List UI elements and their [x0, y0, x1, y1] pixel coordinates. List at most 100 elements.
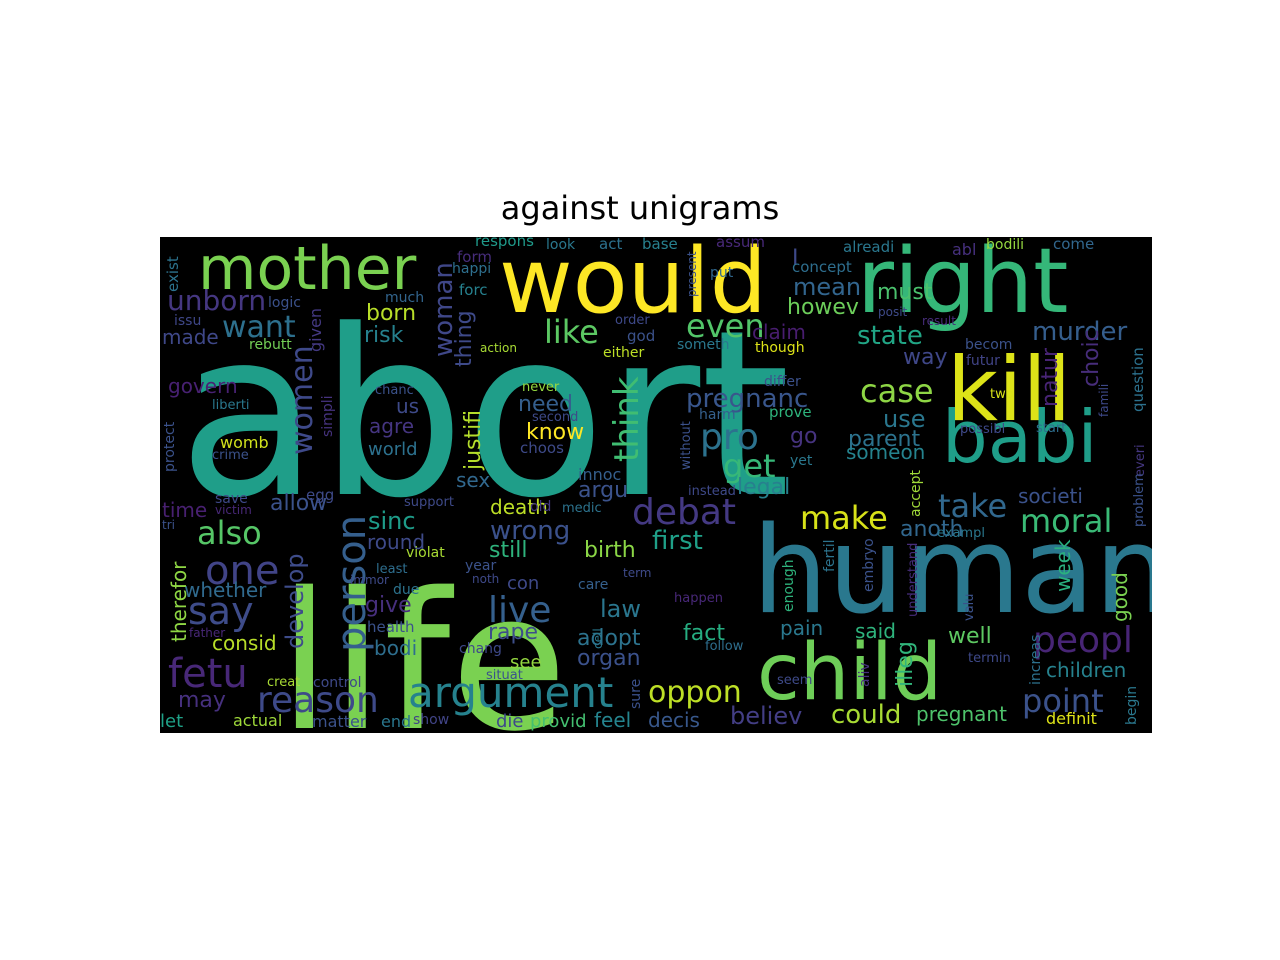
word-cloud: abortlife humanwould rightbabichildkillmot…: [160, 237, 1152, 733]
word-creat: creat: [267, 675, 300, 690]
word-given: given: [306, 308, 325, 352]
word-valu: valu: [962, 593, 977, 621]
word-societi: societi: [1018, 484, 1083, 508]
word-think: think: [607, 376, 647, 462]
word-second: second: [532, 410, 578, 425]
word-fertil: fertil: [822, 539, 838, 572]
word-peopl: peopl: [1033, 620, 1133, 661]
word-look: look: [546, 237, 576, 253]
word-someth: someth: [677, 337, 729, 353]
word-result: result: [922, 314, 956, 328]
word-begin: begin: [1124, 686, 1140, 725]
word-whether: whether: [184, 578, 267, 602]
word-develop: develop: [281, 553, 309, 649]
word-assum: assum: [716, 237, 765, 251]
word-well: well: [948, 624, 992, 649]
word-birth: birth: [584, 538, 636, 563]
word-crime: crime: [212, 448, 249, 463]
word-sex: sex: [456, 468, 490, 492]
word-problem: problem: [1132, 473, 1147, 527]
word-harm: harm: [699, 407, 736, 423]
word-forc: forc: [459, 281, 488, 299]
word-never: never: [522, 380, 560, 395]
word-present: present: [685, 251, 699, 297]
word-act: act: [599, 237, 622, 253]
word-victim: victim: [215, 503, 252, 517]
word-good: good: [1108, 572, 1132, 622]
word-accept: accept: [908, 470, 924, 517]
word-understand: understand: [906, 543, 921, 617]
word-exist: exist: [164, 256, 182, 292]
word-seem: seem: [777, 673, 812, 688]
word-concept: concept: [792, 258, 852, 276]
word-die: die: [496, 711, 524, 732]
word-protect: protect: [162, 421, 178, 472]
word-actual: actual: [233, 711, 282, 730]
word-term: term: [623, 566, 652, 580]
word-without: without: [679, 421, 694, 470]
word-support: support: [404, 495, 454, 510]
word-world: world: [368, 439, 418, 460]
word-possibl: possibl: [960, 422, 1005, 437]
word-make: make: [800, 499, 888, 537]
word-provid: provid: [530, 711, 587, 732]
word-prove: prove: [769, 403, 812, 421]
word-termin: termin: [968, 651, 1011, 666]
word-way: way: [903, 345, 948, 370]
word-instead: instead: [688, 484, 736, 499]
word-action: action: [480, 341, 517, 355]
word-care: care: [578, 577, 608, 593]
word-enough: enough: [781, 559, 797, 612]
word-legal: legal: [737, 475, 790, 500]
word-sure: sure: [628, 679, 644, 709]
word-medic: medic: [562, 501, 602, 516]
word-base: base: [642, 237, 678, 253]
word-father: father: [189, 626, 225, 640]
word-happi: happi: [452, 261, 491, 277]
word-must: must: [877, 280, 933, 305]
word-old: old: [530, 499, 551, 515]
word-could: could: [831, 700, 901, 730]
word-howev: howev: [787, 295, 859, 320]
word-due: due: [393, 582, 419, 598]
word-first: first: [652, 526, 703, 556]
word-abl: abl: [952, 240, 976, 259]
word-logic: logic: [268, 295, 301, 311]
word-organ: organ: [577, 646, 641, 671]
word-cell: cell: [591, 628, 605, 649]
word-follow: follow: [705, 639, 744, 654]
word-yet: yet: [790, 453, 813, 469]
word-innoc: innoc: [578, 465, 621, 484]
word-use: use: [883, 405, 925, 433]
word-illeg: illeg: [893, 641, 918, 687]
word-posit: posit: [878, 305, 908, 319]
word-much: much: [385, 290, 424, 306]
word-decis: decis: [648, 708, 700, 732]
word-differ: differ: [764, 374, 801, 390]
word-may: may: [178, 688, 226, 713]
word-definit: definit: [1046, 709, 1097, 728]
word-aliv: aliv: [857, 662, 873, 687]
word-agre: agre: [369, 414, 414, 438]
word-pain: pain: [780, 616, 823, 640]
word-therefor: therefor: [167, 561, 191, 642]
word-violat: violat: [406, 545, 445, 561]
word-risk: risk: [364, 323, 404, 348]
word-put: put: [710, 265, 734, 281]
word-someon: someon: [846, 440, 925, 464]
word-chang: chang: [459, 641, 502, 657]
word-chanc: chanc: [375, 383, 414, 398]
word-thing: thing: [452, 310, 477, 367]
word-come: come: [1053, 237, 1094, 253]
word-week: week: [1051, 539, 1075, 592]
word-end: end: [381, 712, 411, 731]
word-oppon: oppon: [648, 675, 742, 710]
word-law: law: [600, 595, 641, 623]
chart-title: against unigrams: [0, 188, 1280, 228]
word-situat: situat: [486, 668, 523, 683]
word-rebutt: rebutt: [249, 337, 292, 353]
word-children: children: [1046, 658, 1126, 682]
word-becom: becom: [965, 337, 1012, 353]
word-bodi: bodi: [374, 636, 417, 660]
word-god: god: [627, 327, 655, 345]
